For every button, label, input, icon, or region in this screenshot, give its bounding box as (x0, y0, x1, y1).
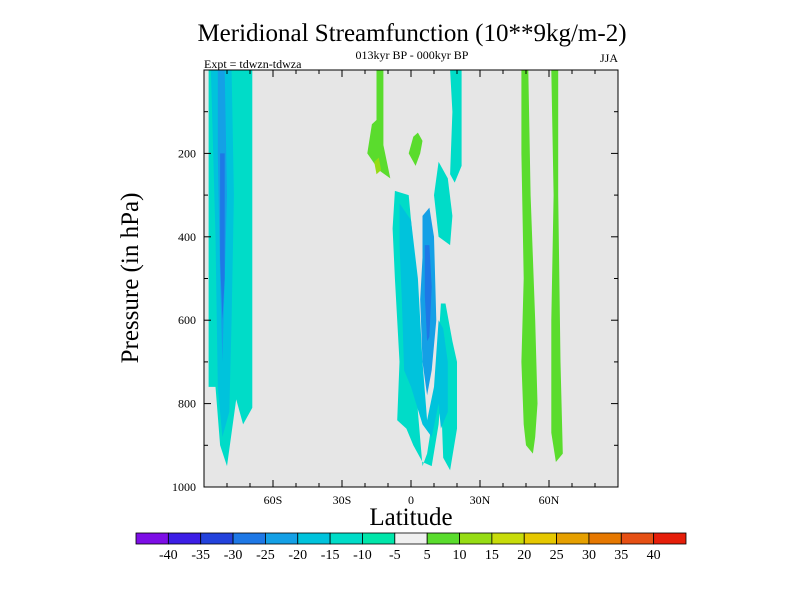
colorbar-label: 30 (582, 548, 596, 563)
colorbar-label: 35 (614, 548, 628, 563)
colorbar-label: -10 (353, 548, 372, 563)
x-tick-label: 30S (333, 493, 352, 507)
chart-subtitle: 013kyr BP - 000kyr BP (356, 48, 469, 62)
colorbar-swatch (523, 532, 557, 545)
y-tick-label: 400 (178, 230, 196, 244)
colorbar-label: 40 (647, 548, 661, 563)
colorbar-swatch (588, 532, 622, 545)
colorbar-swatch (491, 532, 525, 545)
colorbar-swatch (620, 532, 655, 545)
colorbar-swatch (167, 532, 202, 545)
y-tick-label: 1000 (172, 480, 196, 494)
colorbar-label: -40 (159, 548, 178, 563)
contour-positive-band-60n-west (521, 70, 538, 454)
colorbar-label: -15 (321, 548, 340, 563)
colorbar-swatch (265, 532, 299, 545)
colorbar-label: 10 (453, 548, 467, 563)
colorbar-label: 15 (485, 548, 499, 563)
colorbar-swatch (459, 532, 493, 545)
x-axis-label: Latitude (369, 504, 452, 531)
colorbar-label: -35 (191, 548, 210, 563)
colorbar-label: -30 (224, 548, 243, 563)
x-tick-label: 0 (408, 493, 414, 507)
contour-positive-band-60n-east (551, 70, 563, 462)
contour-trop-cell-mid (399, 203, 448, 437)
contour-regions (208, 70, 563, 471)
chart-title: Meridional Streamfunction (10**9kg/m-2) (197, 20, 626, 47)
colorbar-swatch (232, 532, 266, 545)
colorbar-label: 20 (517, 548, 531, 563)
colorbar-swatch (362, 532, 396, 545)
colorbar-label: -20 (288, 548, 307, 563)
season-label: JJA (600, 51, 618, 65)
axis-ticks: 60S 30S 0 30N 60N 200 400 600 800 1000 (172, 70, 618, 507)
colorbar-swatch (394, 532, 428, 545)
y-axis-label: Pressure (in hPa) (117, 193, 144, 364)
contour-positive-upper-left (367, 70, 391, 179)
colorbar-swatch (426, 532, 460, 545)
colorbar-swatch (556, 532, 590, 545)
contour-trop-cell-center (424, 245, 432, 342)
colorbar-swatch (653, 532, 687, 545)
colorbar-label: -5 (389, 548, 401, 563)
colorbar-swatch (200, 532, 234, 545)
contour-positive-upper-left-core (374, 157, 382, 175)
colorbar-swatch (135, 532, 169, 545)
colorbar-label: 25 (550, 548, 564, 563)
colorbar-swatch (329, 532, 363, 545)
x-tick-label: 60N (539, 493, 560, 507)
y-tick-label: 800 (178, 397, 196, 411)
colorbar-swatch (297, 532, 331, 545)
y-tick-label: 600 (178, 313, 196, 327)
contour-trop-cell-upper (434, 161, 453, 246)
contour-positive-blob-upper (408, 132, 423, 166)
colorbar-label: 5 (424, 548, 431, 563)
x-tick-label: 30N (470, 493, 491, 507)
colorbar-label: -25 (256, 548, 275, 563)
contour-sh-cell-center (220, 153, 225, 321)
y-tick-label: 200 (178, 146, 196, 160)
experiment-label: Expt = tdwzn-tdwza (204, 57, 302, 71)
x-tick-label: 60S (264, 493, 283, 507)
colorbar: -40 -35 -30 -25 -20 -15 -10 -5 5 10 15 20 25 30 35 40 (135, 532, 687, 563)
contour-upper-band-right (450, 70, 462, 183)
